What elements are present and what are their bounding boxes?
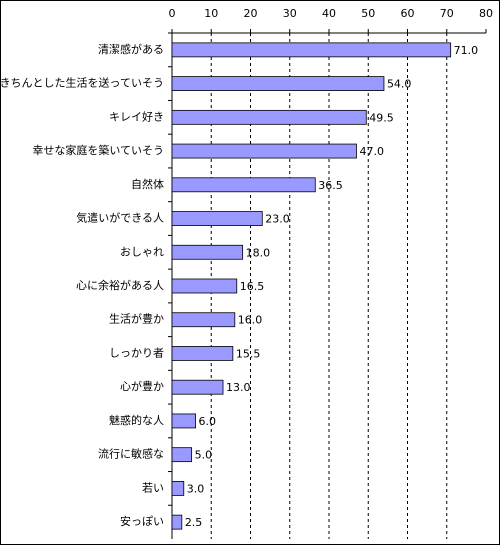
bar [171,346,234,361]
bar [171,143,357,159]
value-label: 23.0 [265,213,290,226]
y-tick-label: 生活が豊か [109,312,164,326]
y-tick-label: 清潔感がある [98,42,164,56]
value-label: 18.0 [246,246,271,259]
value-label: 49.5 [369,111,394,124]
x-tick-label: 80 [479,7,493,20]
value-label: 36.5 [318,179,343,192]
bar [171,413,196,429]
x-tick-label: 40 [322,7,336,20]
bar [171,278,238,294]
x-tick-label: 70 [440,7,454,20]
x-tick-label: 50 [361,7,375,20]
y-tick-label: 幸せな家庭を築いていそう [32,143,164,157]
bar [171,379,224,395]
y-tick-label: 自然体 [131,177,164,191]
value-label: 3.0 [187,482,205,495]
value-label: 16.5 [240,280,265,293]
bar [171,514,183,530]
x-tick-label: 60 [401,7,415,20]
bar [171,42,452,58]
bar [171,211,263,226]
y-tick-label: 安っぽい [120,514,164,528]
y-tick-label: 心に余裕がある人 [76,278,164,292]
y-tick-label: 魅惑的な人 [109,413,164,427]
bar [171,480,185,496]
bar [171,312,236,328]
value-label: 47.0 [359,145,384,158]
y-tick-label: 若い [142,481,164,494]
bar [171,177,316,193]
y-tick-label: しっかり者 [109,346,164,359]
x-tick-label: 10 [204,7,218,20]
x-tick-label: 20 [244,7,258,20]
bar [171,76,385,91]
value-label: 54.0 [387,78,412,91]
bar [171,447,193,463]
y-tick-label: 気遣いができる人 [76,211,164,225]
bar [171,244,244,260]
y-tick-label: キレイ好き [109,109,164,123]
bar [171,109,367,125]
y-tick-label: 心が豊か [120,379,164,393]
value-label: 16.0 [238,314,262,327]
value-label: 6.0 [199,415,217,428]
value-label: 2.5 [185,516,203,529]
x-tick-label: 30 [283,7,297,20]
value-label: 71.0 [454,44,479,57]
value-label: 5.0 [195,449,213,462]
y-tick-label: おしゃれ [120,245,164,258]
value-label: 15.5 [236,347,261,360]
y-tick-label: 流行に敏感な [98,447,164,461]
y-tick-label: きちんとした生活を送っていそう [0,76,164,90]
x-tick-label: 0 [169,7,176,20]
value-label: 13.0 [226,381,251,394]
